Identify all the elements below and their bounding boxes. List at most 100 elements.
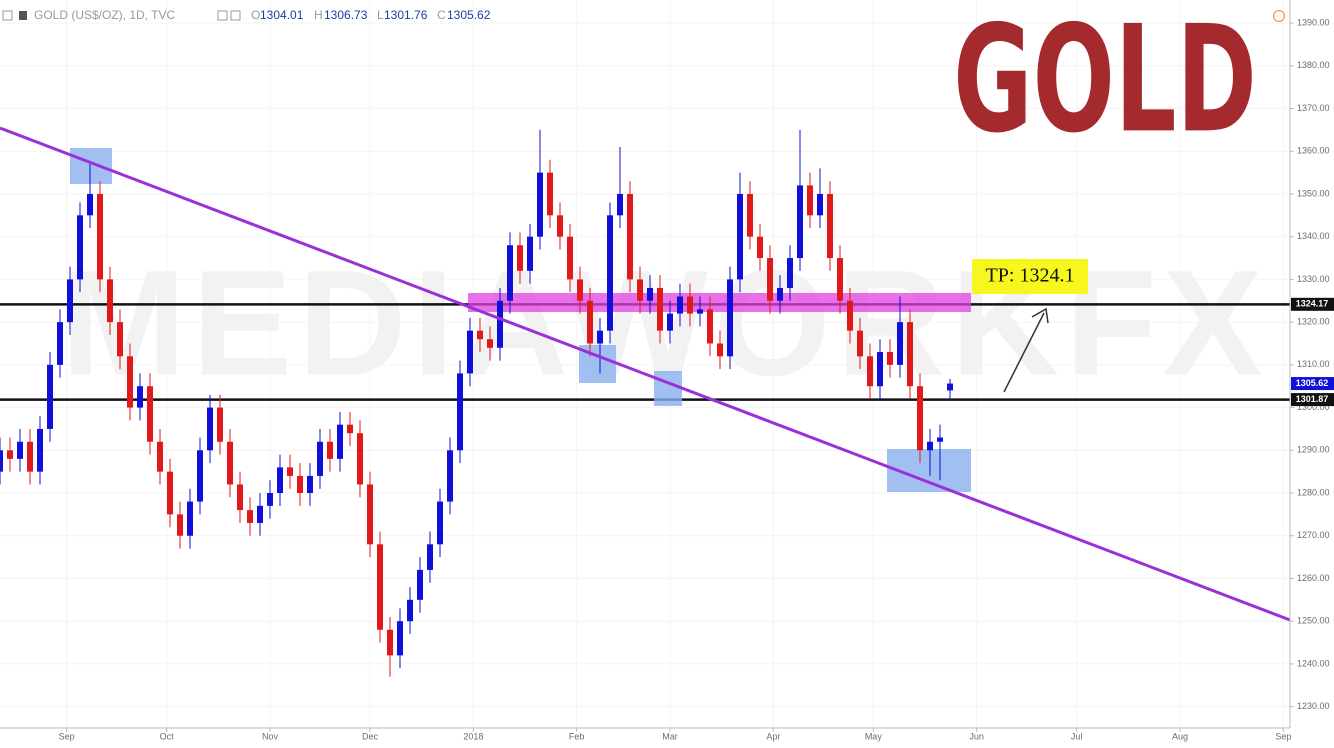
candle-body: [627, 193, 633, 280]
candle-body: [677, 296, 683, 314]
candle-body: [237, 484, 243, 511]
candle-body: [107, 279, 113, 323]
candle-body: [667, 313, 673, 331]
y-axis: 1230.00 1240.00 1250.00 1260.00 1270.00 1280.…: [1290, 17, 1330, 711]
price-tag: [1291, 297, 1334, 311]
candle-body: [697, 309, 703, 314]
candle-body: [47, 364, 53, 429]
candle-body: [67, 279, 73, 323]
candle-body: [347, 424, 353, 434]
candle-body: [707, 309, 713, 344]
candle-body: [277, 467, 283, 494]
candle-body: [687, 296, 693, 314]
candle-body: [557, 215, 563, 237]
x-tick-label: Dec: [362, 731, 379, 741]
ohlc-value: 1301.76: [384, 8, 428, 22]
candle-body: [157, 441, 163, 472]
tp-box: [972, 259, 1088, 294]
candle-body: [847, 300, 853, 331]
candle-body: [777, 287, 783, 301]
candle-body: [877, 352, 883, 387]
touch-box: [70, 148, 112, 184]
candle-body: [637, 279, 643, 301]
price-tag-label: 1301.87: [1296, 394, 1329, 404]
y-tick-label: 1370.00: [1297, 103, 1330, 113]
candle-body: [267, 493, 273, 506]
candle-body: [757, 236, 763, 259]
ohlc-letter: O: [251, 8, 260, 22]
candle-body: [77, 215, 83, 280]
y-tick-label: 1390.00: [1297, 17, 1330, 27]
candle-body: [147, 386, 153, 442]
candle-body: [377, 544, 383, 630]
x-tick-label: Nov: [262, 731, 279, 741]
candle-body: [787, 258, 793, 288]
candle-body: [87, 193, 93, 216]
candle-body: [337, 424, 343, 459]
candle-body: [837, 258, 843, 301]
candle-body: [797, 185, 803, 259]
candle-body: [517, 245, 523, 271]
x-tick-label: Mar: [662, 731, 678, 741]
candle-body: [727, 279, 733, 357]
x-tick-label: Jul: [1071, 731, 1083, 741]
price-tag-label: 1324.17: [1296, 299, 1329, 309]
candle-body: [827, 193, 833, 259]
candle-body: [27, 441, 33, 472]
touch-box: [654, 371, 682, 406]
ohlc-value: 1305.62: [447, 8, 491, 22]
candle-body: [747, 193, 753, 237]
price-tag: [1291, 393, 1334, 407]
candle-body: [227, 441, 233, 485]
x-tick-label: Jun: [969, 731, 984, 741]
settings-icon[interactable]: [217, 10, 228, 21]
collapse-icon[interactable]: [2, 10, 13, 21]
candle-body: [947, 383, 953, 391]
candle-body: [597, 330, 603, 344]
candle-body: [717, 343, 723, 357]
candle-body: [247, 510, 253, 523]
trend-line: [0, 126, 1291, 622]
ohlc-letter: L: [377, 8, 384, 22]
candle-body: [867, 356, 873, 387]
y-axis-panel: [1290, 0, 1334, 743]
y-tick-label: 1310.00: [1297, 359, 1330, 369]
x-tick-label: Sep: [1275, 731, 1291, 741]
big-label: GOLD: [953, 0, 1257, 166]
candle-body: [767, 258, 773, 301]
settings-icon[interactable]: [230, 10, 241, 21]
candle-body: [187, 501, 193, 536]
candle-body: [857, 330, 863, 357]
candle-body: [137, 386, 143, 408]
candle-body: [97, 193, 103, 280]
arrow: [1003, 312, 1045, 393]
y-tick-label: 1260.00: [1297, 573, 1330, 583]
candle-body: [477, 330, 483, 340]
x-axis: Sep Oct Nov Dec 2018 Feb Mar Apr May Jun Jul Aug Sep: [59, 728, 1291, 741]
arrow-head: [1031, 307, 1049, 324]
candle-body: [617, 193, 623, 216]
price-tags: 1324.17 1301.87 1305.62: [1291, 297, 1334, 407]
candle-body: [7, 450, 13, 459]
candle-body: [737, 193, 743, 280]
x-tick-label: 2018: [463, 731, 483, 741]
tp-label: TP: 1324.1: [986, 265, 1075, 287]
candle-body: [257, 505, 263, 523]
candle-body: [37, 428, 43, 472]
x-tick-label: Oct: [160, 731, 175, 741]
candle-body: [507, 245, 513, 301]
candle-body: [537, 172, 543, 237]
y-tick-label: 1270.00: [1297, 530, 1330, 540]
candle-body: [937, 437, 943, 442]
resistance-zone: [468, 293, 971, 312]
candle-body: [327, 441, 333, 459]
alert-icon[interactable]: [1273, 10, 1285, 22]
y-tick-label: 1320.00: [1297, 317, 1330, 327]
y-tick-label: 1330.00: [1297, 274, 1330, 284]
candle-body: [197, 450, 203, 502]
candle-body: [927, 441, 933, 451]
candle-body: [367, 484, 373, 545]
last-price-tag: [1291, 377, 1334, 391]
y-tick-label: 1250.00: [1297, 616, 1330, 626]
